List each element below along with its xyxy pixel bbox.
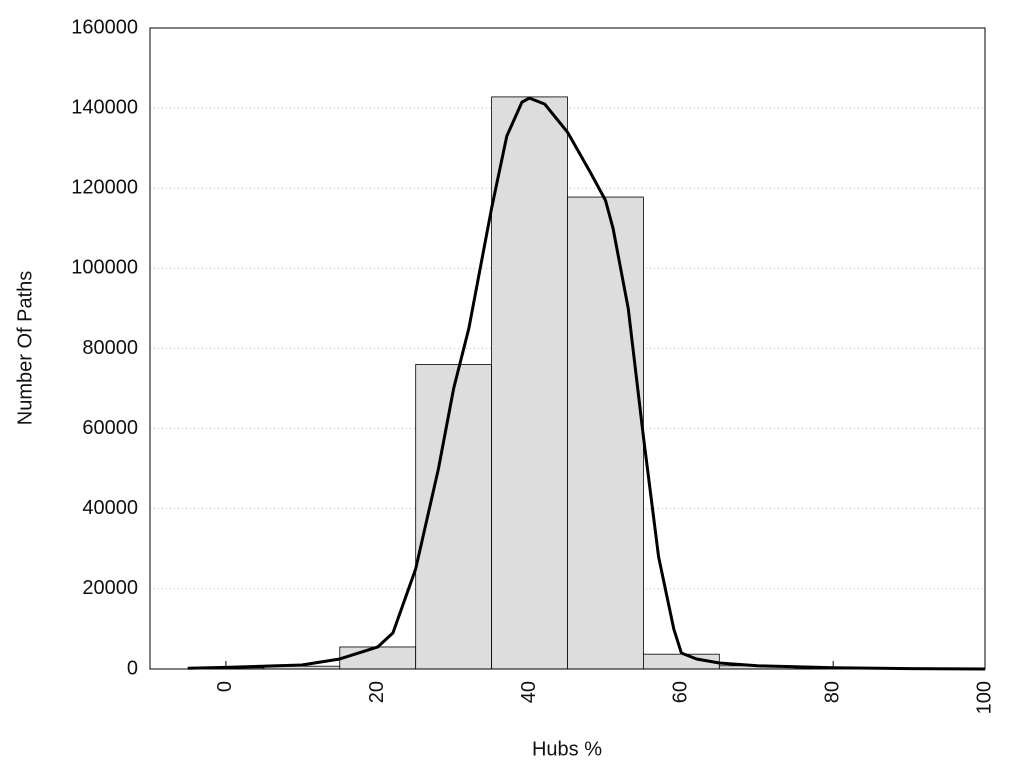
plot-frame bbox=[149, 27, 986, 670]
y-tick-label: 20000 bbox=[82, 577, 138, 599]
y-tick-label: 80000 bbox=[82, 337, 138, 359]
y-tick-label: 40000 bbox=[82, 497, 138, 519]
y-tick-label: 140000 bbox=[71, 96, 138, 118]
x-tick-label: 60 bbox=[670, 681, 692, 703]
bar bbox=[491, 96, 568, 670]
x-tick-label: 20 bbox=[366, 681, 388, 703]
x-tick-label: 100 bbox=[973, 681, 995, 714]
y-tick-label: 120000 bbox=[71, 177, 138, 199]
y-axis-label: Number Of Paths bbox=[14, 271, 36, 426]
y-tick-label: 160000 bbox=[71, 16, 138, 38]
y-tick-label: 60000 bbox=[82, 417, 138, 439]
y-tick-label: 0 bbox=[127, 657, 138, 679]
x-tick-label: 80 bbox=[821, 681, 843, 703]
bar bbox=[567, 196, 644, 670]
density-curve bbox=[187, 96, 986, 671]
x-axis-label: Hubs % bbox=[532, 738, 602, 760]
y-tick-label: 100000 bbox=[71, 257, 138, 279]
x-tick-label: 0 bbox=[214, 681, 236, 692]
bar bbox=[339, 646, 417, 670]
x-tick-label: 40 bbox=[518, 681, 540, 703]
